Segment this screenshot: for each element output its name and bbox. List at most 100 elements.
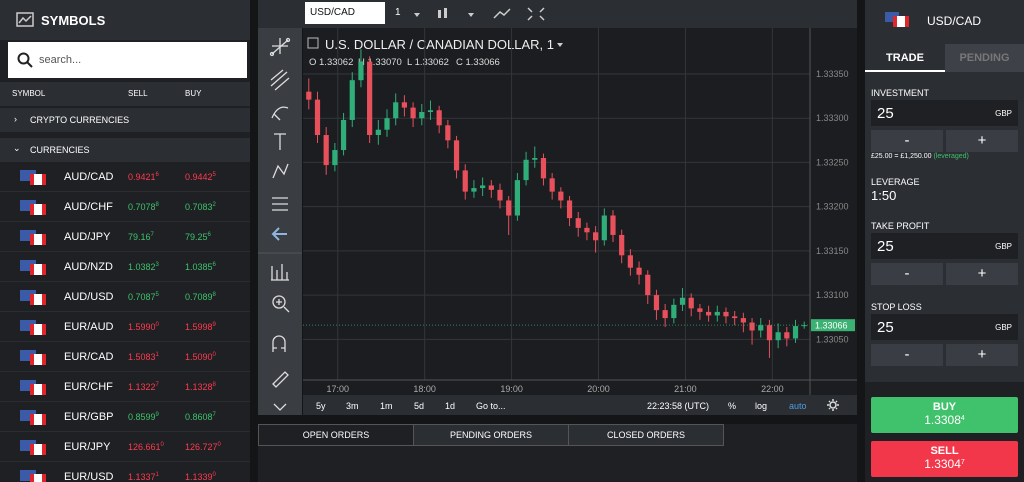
price-pip: 8 — [155, 202, 159, 208]
plus-button[interactable]: + — [946, 130, 1018, 152]
symbol: AUD/CAD — [64, 171, 114, 183]
symbol-row[interactable]: AUD/NZD 1.03823 1.03856 — [0, 252, 250, 282]
price-main: 0.8599 — [128, 412, 156, 422]
candle-body — [506, 200, 512, 216]
symbol-row[interactable]: EUR/AUD 1.59900 1.59989 — [0, 312, 250, 342]
search-box[interactable]: search... — [8, 42, 247, 78]
pending-tab[interactable]: PENDING — [945, 44, 1024, 72]
symbol-row[interactable]: AUD/CHF 0.70788 0.70832 — [0, 192, 250, 222]
minus-button[interactable]: - — [871, 344, 943, 366]
candle-body — [549, 178, 555, 192]
buy-price: 1.13288 — [185, 382, 216, 392]
buy-price: 126.7270 — [185, 442, 221, 452]
search-placeholder: search... — [39, 54, 82, 66]
orders-tab[interactable]: PENDING ORDERS — [413, 424, 569, 446]
candle-body — [705, 311, 712, 316]
stop-loss-field[interactable]: 25 GBP — [871, 314, 1018, 340]
flag — [20, 380, 36, 391]
price-pip: 2 — [212, 202, 216, 208]
log-toggle[interactable]: log — [755, 401, 768, 411]
range-button[interactable]: 3m — [346, 401, 359, 411]
symbol-row[interactable]: EUR/GBP 0.85999 0.86087 — [0, 402, 250, 432]
buy-price: 1.59989 — [185, 322, 216, 332]
range-button[interactable]: 1d — [445, 401, 456, 411]
plus-button[interactable]: + — [946, 263, 1018, 285]
flag — [20, 230, 36, 241]
investment-summary: £25.00 = £1,250.00 (leveraged) — [871, 153, 969, 160]
settings-icon[interactable] — [827, 399, 839, 411]
candle-body — [697, 308, 703, 312]
price-pip: 7 — [155, 382, 159, 388]
ohlc-label: C 1.33066 — [456, 57, 500, 68]
interval-select[interactable]: 1 — [395, 7, 401, 18]
price-pip: 0 — [160, 442, 164, 448]
last-price-label: 1.33066 — [815, 321, 848, 331]
last-price-badge — [811, 319, 855, 332]
price-pip: 6 — [212, 262, 216, 268]
sell-price: 1.50831 — [128, 352, 159, 362]
symbol-row[interactable]: EUR/JPY 126.6610 126.7270 — [0, 432, 250, 462]
plus-button[interactable]: + — [946, 344, 1018, 366]
investment-field[interactable]: 25 GBP — [871, 100, 1018, 126]
take-profit-field[interactable]: 25 GBP — [871, 233, 1018, 259]
summary-note: (leveraged) — [933, 153, 969, 160]
price-main: 1.1322 — [128, 382, 156, 392]
symbol-row[interactable]: EUR/USD 1.13371 1.13390 — [0, 462, 250, 482]
minus-button[interactable]: - — [871, 130, 943, 152]
percent-toggle[interactable]: % — [728, 401, 737, 411]
candle-body — [784, 332, 790, 339]
x-tick-label: 17:00 — [327, 384, 350, 394]
goto-button[interactable]: Go to... — [476, 401, 506, 411]
sell-price: 1.13227 — [128, 382, 159, 392]
group-row[interactable]: › CRYPTO CURRENCIES — [0, 108, 250, 132]
range-button[interactable]: 1m — [380, 401, 393, 411]
group-row[interactable]: ⌄ CURRENCIES — [0, 138, 250, 162]
candle-body — [610, 215, 616, 235]
symbol: EUR/CAD — [64, 351, 114, 363]
candle-body — [740, 318, 746, 323]
flag — [30, 384, 46, 395]
auto-toggle[interactable]: auto — [789, 401, 807, 411]
sell-price: 0.70788 — [128, 202, 159, 212]
symbols-panel: SYMBOLS search... SYMBOL SELL BUY › CRYP… — [0, 0, 250, 482]
sell-price: 1.59900 — [128, 322, 159, 332]
symbol-row[interactable]: AUD/USD 0.70875 0.70898 — [0, 282, 250, 312]
price-pip: 1 — [155, 472, 159, 478]
trade-tab[interactable]: TRADE — [865, 44, 945, 72]
price-pip: 7 — [212, 412, 216, 418]
group-label: CRYPTO CURRENCIES — [30, 115, 130, 125]
candle-body — [558, 191, 564, 201]
symbol-row[interactable]: AUD/CAD 0.94216 0.94425 — [0, 162, 250, 192]
price-pip: 9 — [212, 322, 216, 328]
candle-body — [653, 295, 660, 311]
price-main: 1.5998 — [185, 322, 213, 332]
flag — [30, 474, 46, 482]
candle-body — [540, 158, 547, 179]
candle-body — [306, 91, 312, 100]
candle-body — [384, 118, 390, 130]
y-tick-label: 1.33150 — [816, 246, 849, 256]
symbol-row[interactable]: EUR/CAD 1.50831 1.50900 — [0, 342, 250, 372]
drawing-tools — [258, 28, 302, 415]
minus-button[interactable]: - — [871, 263, 943, 285]
sell-button[interactable]: SELL 1.33047 — [871, 441, 1018, 477]
symbol-row[interactable]: EUR/CHF 1.13227 1.13288 — [0, 372, 250, 402]
symbol-input[interactable]: USD/CAD — [305, 2, 385, 24]
orders-tab[interactable]: OPEN ORDERS — [258, 424, 414, 446]
trade-symbol: USD/CAD — [927, 14, 982, 28]
y-tick-label: 1.33100 — [816, 290, 849, 300]
symbol: EUR/GBP — [64, 411, 114, 423]
x-tick-label: 19:00 — [500, 384, 523, 394]
price-main: 126.727 — [185, 442, 218, 452]
orders-tab[interactable]: CLOSED ORDERS — [568, 424, 724, 446]
chart-toolbar: USD/CAD 1 — [258, 0, 857, 28]
candle-body — [749, 322, 755, 331]
buy-button[interactable]: BUY 1.33084 — [871, 397, 1018, 433]
range-button[interactable]: 5d — [414, 401, 425, 411]
price-main: 1.5990 — [128, 322, 156, 332]
candle-body — [679, 297, 686, 305]
range-button[interactable]: 5y — [316, 401, 326, 411]
buy-label: BUY — [932, 401, 957, 413]
buy-price: 79.256 — [185, 232, 211, 242]
symbol-row[interactable]: AUD/JPY 79.167 79.256 — [0, 222, 250, 252]
